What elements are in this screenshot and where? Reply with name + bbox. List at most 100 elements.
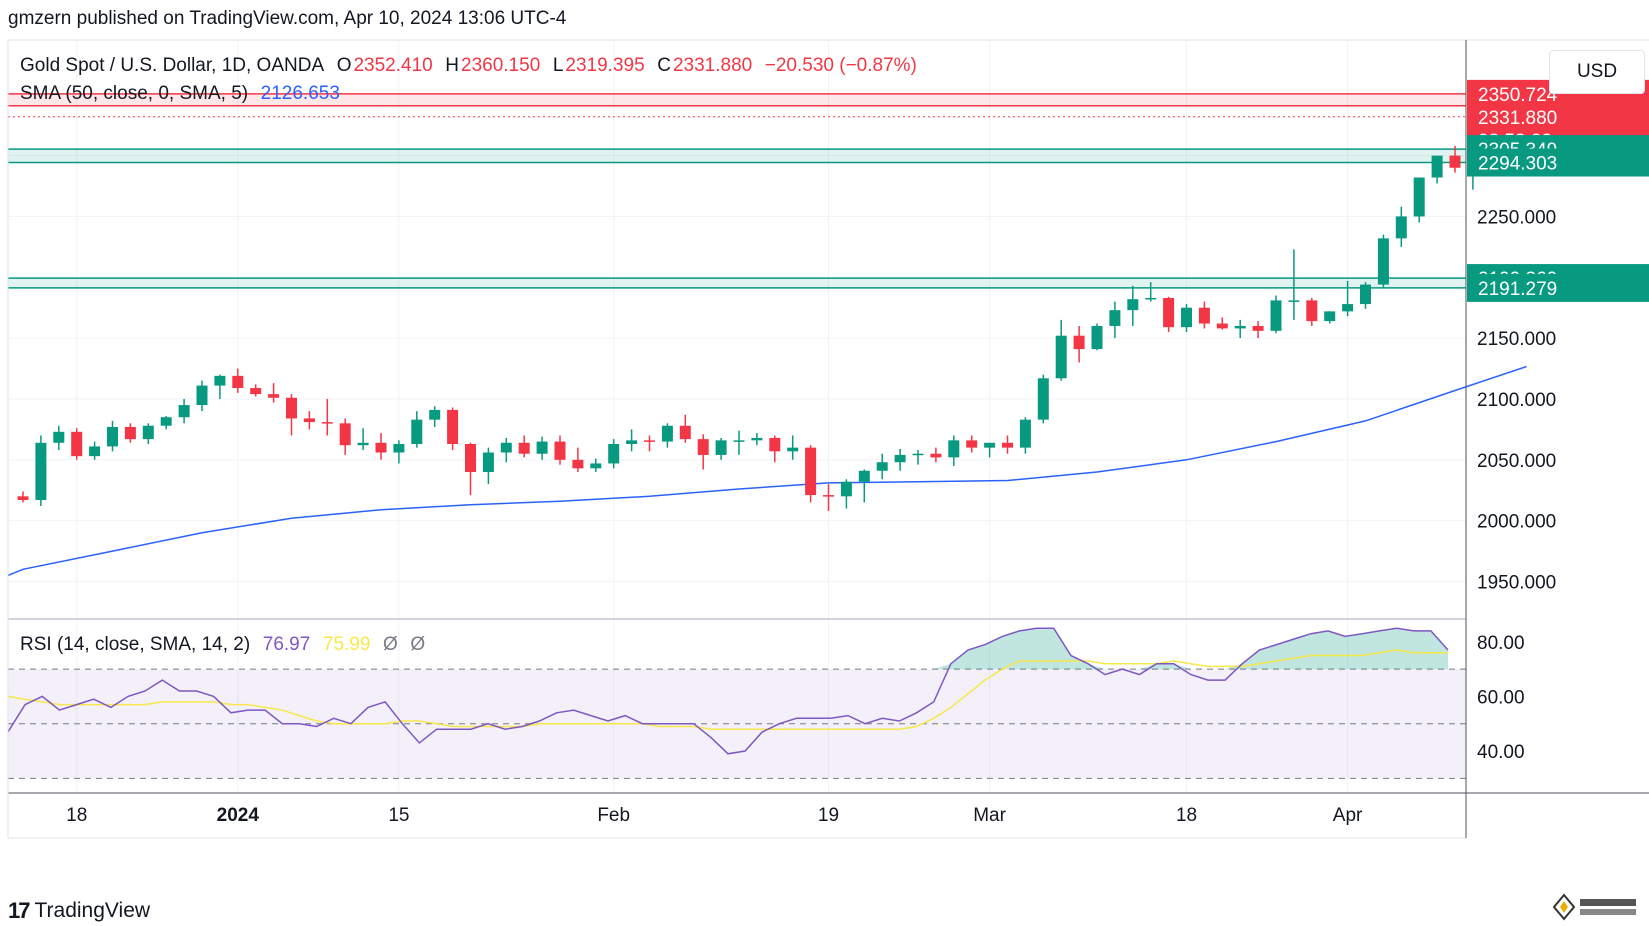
candle-body xyxy=(912,453,924,456)
candle-body xyxy=(1449,155,1461,168)
rsi-legend[interactable]: RSI (14, close, SMA, 14, 2) 76.97 75.99 … xyxy=(20,634,427,656)
candle-body xyxy=(53,431,65,443)
candle-body xyxy=(1252,325,1264,331)
candle-body xyxy=(1055,335,1067,379)
candle-body xyxy=(930,453,942,458)
x-tick-label: Feb xyxy=(597,805,630,826)
change-value: −20.530 (−0.87%) xyxy=(764,55,917,76)
sma-label[interactable]: SMA (50, close, 0, SMA, 5) xyxy=(20,83,249,104)
candle-body xyxy=(1091,325,1103,350)
candle-body xyxy=(876,462,888,471)
main-legend[interactable]: Gold Spot / U.S. Dollar, 1D, OANDA O 2352… xyxy=(20,55,919,77)
publisher-line: gmzern published on TradingView.com, Apr… xyxy=(8,8,567,29)
currency-selector[interactable]: USD xyxy=(1549,50,1645,94)
rsi-overbought-fill xyxy=(933,628,1448,670)
axes: 2250.000 2150.000 2100.000 2050.000 2000.000… xyxy=(7,39,1649,839)
candle-body xyxy=(447,409,459,444)
x-tick-label: 15 xyxy=(388,805,409,826)
y-tick-label: 2100.000 xyxy=(1477,390,1556,411)
candle-body xyxy=(1413,177,1425,217)
candle-body xyxy=(554,441,566,460)
tradingview-branding[interactable]: 17 TradingView xyxy=(8,898,150,924)
candle-body xyxy=(787,447,799,452)
y-tick-label: 2250.000 xyxy=(1477,207,1556,228)
x-tick-label: Mar xyxy=(973,805,1006,826)
candle-body xyxy=(71,431,83,457)
zone-fill xyxy=(8,278,1466,288)
currency-label: USD xyxy=(1576,61,1618,82)
rsi-label[interactable]: RSI (14, close, SMA, 14, 2) xyxy=(20,634,251,655)
price-label-text: 2331.880 xyxy=(1478,108,1557,129)
candle-body xyxy=(590,463,602,469)
price-label-bg xyxy=(1467,148,1649,177)
high-label: H xyxy=(445,55,460,76)
candle-body xyxy=(1342,304,1354,312)
candle-body xyxy=(823,495,834,497)
candle-body xyxy=(393,443,405,453)
candle-body xyxy=(1395,216,1407,239)
candle-body xyxy=(465,443,476,472)
symbol-title[interactable]: Gold Spot / U.S. Dollar, 1D, OANDA xyxy=(20,55,325,76)
candle-body xyxy=(160,417,172,426)
price-label-text: 2191.279 xyxy=(1478,279,1557,300)
candle-body xyxy=(626,440,638,444)
candle-body xyxy=(984,442,996,448)
candle-body xyxy=(948,440,960,458)
candle-body xyxy=(1109,310,1121,326)
candle-body xyxy=(321,422,333,424)
x-tick-label: Apr xyxy=(1333,805,1363,826)
candle-body xyxy=(1127,299,1139,311)
rsi-pane xyxy=(7,627,1466,779)
rsi-value: 76.97 xyxy=(262,634,311,655)
candle-body xyxy=(715,440,727,455)
rsi-sma-value: 75.99 xyxy=(322,634,371,655)
candle-body xyxy=(1431,155,1443,178)
rsi-extra-2: Ø xyxy=(410,634,426,655)
candle-body xyxy=(500,442,512,453)
rsi-line xyxy=(7,627,1449,755)
candle-body xyxy=(35,442,47,500)
candle-body xyxy=(733,440,745,442)
close-value: 2331.880 xyxy=(672,55,753,76)
candle-body xyxy=(536,441,548,454)
candle-body xyxy=(142,425,154,440)
candle-body xyxy=(608,443,620,464)
candle-body xyxy=(697,439,709,455)
watermark-logo-icon xyxy=(1552,893,1636,921)
candle-body xyxy=(751,437,763,441)
candle-body xyxy=(232,375,244,389)
candle-body xyxy=(375,442,387,453)
candle-body xyxy=(303,418,315,423)
candle-body xyxy=(339,423,351,446)
candle-body xyxy=(124,426,136,440)
x-tick-label: 19 xyxy=(818,805,839,826)
x-tick-label: 18 xyxy=(66,805,87,826)
candle-body xyxy=(1002,442,1013,448)
sma-value: 2126.653 xyxy=(260,83,340,104)
candles[interactable] xyxy=(17,81,1533,511)
candle-body xyxy=(357,442,369,446)
close-label: C xyxy=(657,55,671,76)
candle-body xyxy=(858,470,870,482)
branding-text: TradingView xyxy=(34,899,151,922)
candle-body xyxy=(661,425,673,442)
candle-body xyxy=(1019,419,1031,448)
y-tick-label: 2150.000 xyxy=(1477,329,1556,350)
rsi-sma-line xyxy=(7,649,1448,730)
candle-body xyxy=(679,425,691,440)
candle-body xyxy=(1216,323,1228,329)
x-tick-label: 2024 xyxy=(217,805,260,826)
low-label: L xyxy=(552,55,564,76)
candle-body xyxy=(769,437,781,452)
sma-legend[interactable]: SMA (50, close, 0, SMA, 5) 2126.653 xyxy=(20,83,342,105)
candle-body xyxy=(482,452,494,472)
y-tick-label: 1950.000 xyxy=(1477,572,1556,593)
candle-body xyxy=(1324,311,1336,322)
high-value: 2360.150 xyxy=(461,55,541,76)
zone-fill xyxy=(8,149,1466,163)
price-labels: 2350.7242331.88003:53:222305.3492294.303… xyxy=(1467,79,1649,302)
y-tick-label: 2000.000 xyxy=(1477,512,1556,533)
open-label: O xyxy=(336,55,352,76)
price-label-text: 2350.724 xyxy=(1478,85,1558,106)
